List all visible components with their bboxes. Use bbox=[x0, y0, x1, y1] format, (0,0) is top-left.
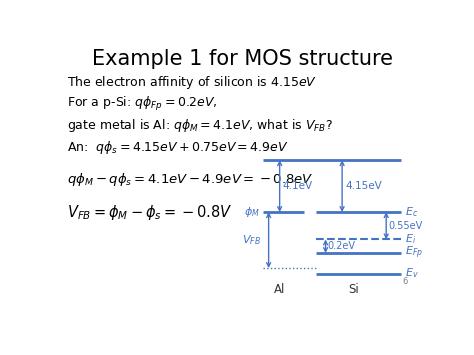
Text: $V_{FB} = \phi_M - \phi_s = -0.8V$: $V_{FB} = \phi_M - \phi_s = -0.8V$ bbox=[66, 203, 232, 222]
Text: An:  $q\phi_s = 4.15eV + 0.75eV = 4.9eV$: An: $q\phi_s = 4.15eV + 0.75eV = 4.9eV$ bbox=[66, 140, 288, 156]
Text: $V_{FB}$: $V_{FB}$ bbox=[242, 233, 261, 247]
Text: Example 1 for MOS structure: Example 1 for MOS structure bbox=[92, 49, 393, 70]
Text: Al: Al bbox=[274, 284, 285, 296]
Text: $E_v$: $E_v$ bbox=[405, 267, 418, 280]
Text: 0.55eV: 0.55eV bbox=[388, 221, 423, 231]
Text: 6: 6 bbox=[403, 277, 408, 286]
Text: 0.2eV: 0.2eV bbox=[328, 241, 356, 251]
Text: The electron affinity of silicon is $4.15eV$: The electron affinity of silicon is $4.1… bbox=[66, 74, 317, 91]
Text: gate metal is Al: $q\phi_{M} = 4.1eV$, what is $V_{FB}$?: gate metal is Al: $q\phi_{M} = 4.1eV$, w… bbox=[66, 118, 333, 135]
Text: 4.1eV: 4.1eV bbox=[283, 181, 313, 191]
Text: For a p-Si: $q\phi_{Fp} = 0.2eV$,: For a p-Si: $q\phi_{Fp} = 0.2eV$, bbox=[66, 95, 217, 113]
Text: $E_i$: $E_i$ bbox=[405, 233, 416, 246]
Text: $\phi_M$: $\phi_M$ bbox=[245, 205, 260, 219]
Text: $q\phi_M - q\phi_s = 4.1eV - 4.9eV = -0.8eV$: $q\phi_M - q\phi_s = 4.1eV - 4.9eV = -0.… bbox=[66, 171, 313, 188]
Text: Si: Si bbox=[348, 284, 358, 296]
Text: $E_c$: $E_c$ bbox=[405, 205, 418, 219]
Text: 4.15eV: 4.15eV bbox=[345, 181, 382, 191]
Text: $E_{Fp}$: $E_{Fp}$ bbox=[405, 245, 423, 261]
